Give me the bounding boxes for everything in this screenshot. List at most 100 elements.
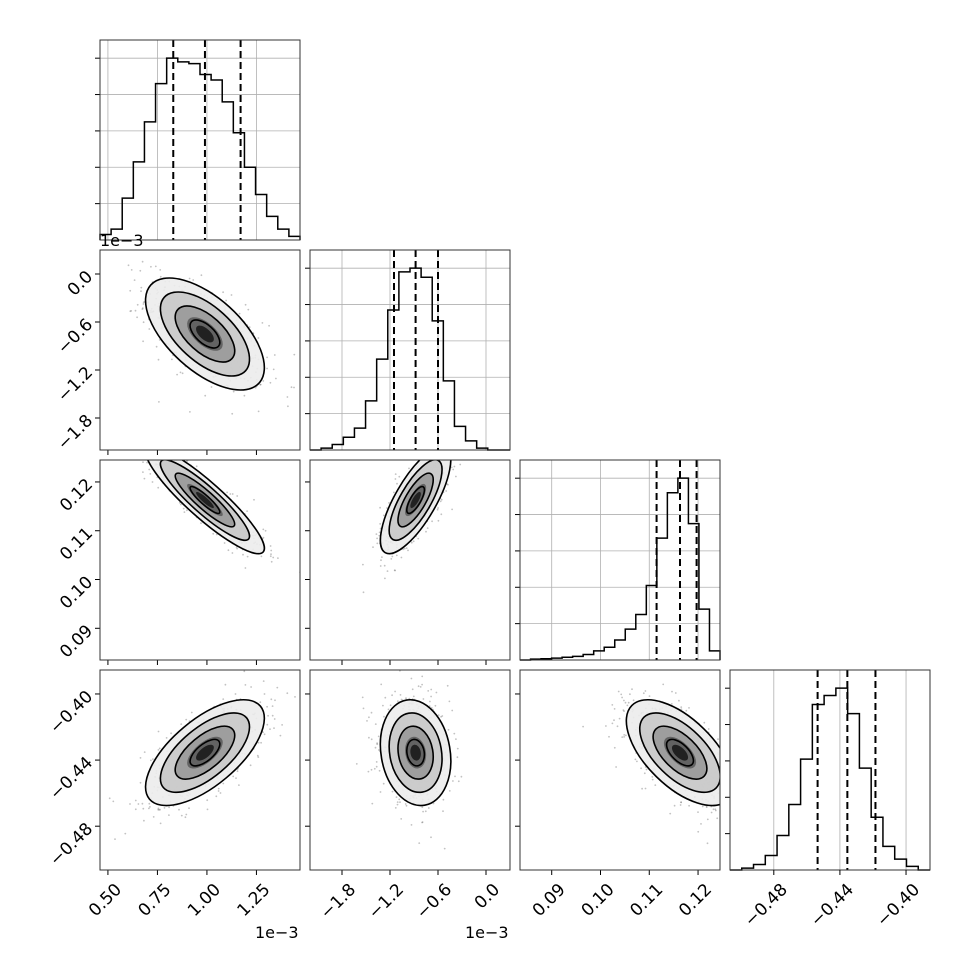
scatter-point	[457, 780, 460, 783]
panel-background	[310, 250, 510, 450]
scatter-point	[186, 460, 188, 462]
scatter-point	[370, 711, 373, 714]
scatter-point	[613, 708, 616, 710]
y-offset-label: 1e−3	[100, 231, 144, 250]
scatter-point	[131, 451, 133, 453]
density-cell	[196, 491, 214, 509]
scatter-point	[444, 455, 446, 457]
scatter-point	[680, 706, 683, 708]
contour-line	[174, 725, 236, 780]
scatter-point	[455, 738, 457, 740]
scatter-point	[611, 722, 614, 725]
scatter-point	[148, 802, 151, 805]
scatter-point	[419, 452, 421, 454]
scatter-point	[269, 381, 272, 384]
scatter-point	[436, 508, 439, 511]
scatter-point	[185, 718, 188, 721]
scatter-point	[727, 782, 729, 784]
scatter-point	[253, 498, 255, 501]
scatter-point	[648, 695, 651, 697]
scatter-point	[384, 577, 386, 580]
scatter-point	[148, 807, 150, 810]
scatter-point	[390, 558, 393, 560]
scatter-point	[157, 808, 160, 811]
scatter-point	[399, 801, 401, 804]
scatter-point	[142, 340, 145, 343]
scatter-point	[419, 686, 422, 688]
scatter-point	[621, 696, 623, 699]
scatter-point	[623, 699, 625, 702]
panel-frame	[519, 459, 721, 661]
scatter-point	[286, 396, 289, 398]
contour-line	[388, 712, 443, 794]
scatter-point	[158, 401, 160, 403]
scatter-point	[456, 747, 459, 750]
contour-line	[174, 472, 236, 528]
scatter-point	[386, 507, 388, 509]
scatter-point	[673, 804, 676, 807]
scatter-point	[166, 454, 168, 456]
scatter-point	[378, 749, 380, 751]
scatter-point	[442, 798, 445, 801]
scatter-panel-0-1	[95, 249, 301, 455]
contour-line	[189, 485, 221, 515]
scatter-point	[651, 778, 654, 781]
scatter-point	[140, 452, 142, 454]
scatter-point	[124, 832, 127, 835]
scatter-point	[402, 548, 404, 551]
scatter-point	[232, 390, 235, 393]
y-tick-label: −0.40	[46, 687, 97, 738]
scatter-point	[366, 720, 368, 722]
scatter-point	[272, 556, 275, 559]
scatter-point	[140, 290, 142, 293]
scatter-point	[371, 802, 374, 805]
scatter-point	[162, 457, 164, 459]
scatter-point	[405, 804, 408, 807]
scatter-point	[269, 545, 272, 547]
scatter-point	[152, 456, 154, 458]
scatter-point	[362, 563, 364, 566]
scatter-point	[273, 354, 276, 356]
scatter-point	[168, 814, 170, 816]
scatter-point	[426, 527, 429, 529]
scatter-point	[157, 730, 160, 733]
scatter-point	[727, 763, 729, 765]
density-cell	[196, 744, 214, 761]
scatter-point	[393, 569, 396, 572]
scatter-point	[662, 683, 665, 686]
scatter-point	[418, 451, 420, 453]
scatter-point	[149, 473, 152, 475]
scatter-point	[158, 808, 161, 811]
scatter-point	[378, 769, 381, 772]
scatter-point	[262, 536, 265, 539]
scatter-point	[136, 316, 139, 319]
contour-line	[174, 305, 236, 363]
scatter-point	[173, 451, 175, 453]
x-tick-label: 0.75	[135, 880, 176, 921]
x-tick-label: 0.10	[578, 880, 619, 921]
scatter-point	[374, 746, 377, 749]
contour-line	[638, 712, 720, 794]
scatter-point	[448, 700, 451, 703]
x-tick-label: 0.11	[626, 880, 667, 921]
scatter-point	[367, 770, 370, 773]
scatter-point	[182, 507, 185, 510]
contour-line	[652, 725, 708, 780]
scatter-point	[200, 522, 202, 525]
scatter-point	[140, 286, 143, 289]
scatter-point	[705, 806, 708, 808]
scatter-point	[608, 735, 610, 738]
scatter-point	[430, 836, 432, 839]
scatter-point	[442, 454, 444, 456]
scatter-point	[425, 530, 427, 533]
scatter-point	[617, 690, 620, 693]
scatter-point	[627, 701, 630, 704]
scatter-point	[293, 386, 295, 389]
panel-frame	[519, 669, 721, 871]
scatter-point	[400, 556, 403, 559]
scatter-point	[451, 709, 454, 712]
scatter-point	[446, 684, 449, 687]
scatter-point	[623, 736, 625, 738]
scatter-point	[440, 498, 443, 501]
